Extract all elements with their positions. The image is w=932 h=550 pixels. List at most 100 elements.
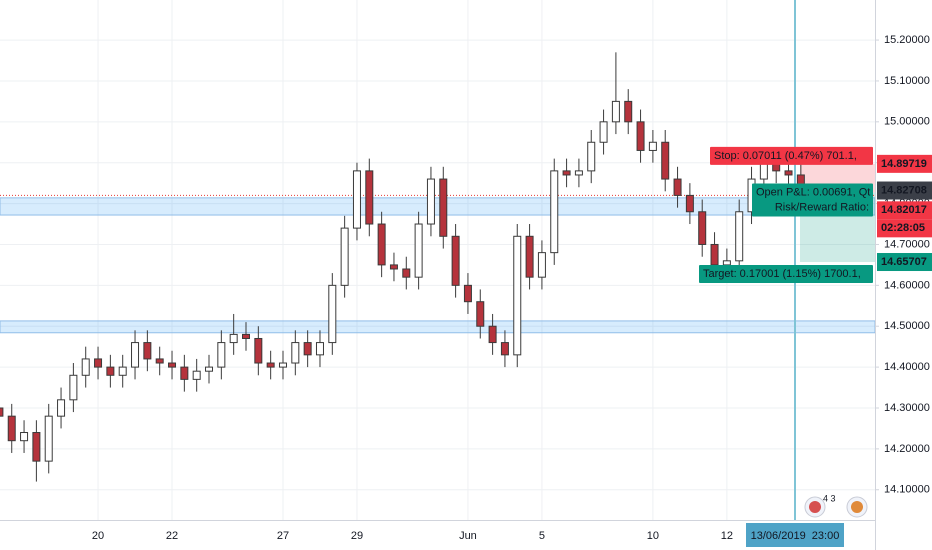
candle-body	[735, 211, 744, 262]
candle-body	[377, 223, 386, 266]
candle-body	[254, 337, 263, 364]
candle-body	[698, 211, 707, 245]
candle-body	[168, 362, 177, 368]
candle-body	[365, 170, 374, 225]
candle-body	[229, 333, 238, 344]
candle-body	[513, 235, 522, 356]
current-price-label: 14.82017	[881, 204, 927, 216]
candle-body	[69, 374, 78, 401]
event-flag	[809, 501, 821, 513]
event-flag	[851, 501, 863, 513]
current-price-label-box	[877, 201, 932, 220]
candle-body	[759, 162, 768, 180]
stop-price-label-box	[877, 154, 932, 173]
stop-label-box	[710, 146, 873, 165]
y-tick-label: 14.10000	[884, 484, 930, 496]
x-tick-label: 27	[277, 530, 289, 542]
candle-body	[500, 342, 509, 356]
entry-price-label: 14.82708	[881, 184, 927, 196]
candle-body	[624, 100, 633, 123]
x-tick-label: Jun	[459, 530, 477, 542]
candle-body	[685, 194, 694, 213]
candle-body	[242, 333, 250, 339]
candle-body	[278, 362, 287, 368]
candle-body	[550, 170, 559, 254]
candle-body	[488, 325, 497, 344]
countdown-label-box	[877, 219, 932, 238]
candle-body	[143, 342, 152, 360]
candle-body	[205, 366, 214, 372]
candle-body	[94, 358, 103, 368]
candle-body	[648, 141, 657, 151]
candle-body	[303, 342, 312, 356]
y-tick-label: 14.40000	[884, 361, 930, 373]
stop-price-label: 14.89719	[881, 158, 927, 170]
y-tick-label: 14.50000	[884, 320, 930, 332]
candle-body	[352, 170, 361, 229]
support-zone	[0, 197, 876, 216]
cursor-label-box	[746, 523, 844, 547]
candle-body	[426, 178, 435, 225]
entry-price-label-box	[877, 181, 932, 200]
candle-body	[463, 284, 472, 303]
candle-body	[131, 342, 140, 368]
candle-body	[118, 366, 127, 376]
target-price-label-box	[877, 253, 932, 272]
candle-body	[7, 415, 16, 442]
candle-body	[661, 141, 670, 180]
countdown-label: 02:28:05	[881, 222, 925, 234]
candle-body	[32, 432, 41, 462]
candle-body	[106, 366, 115, 376]
y-tick-label: 14.60000	[884, 279, 930, 291]
candle-body	[0, 407, 4, 417]
x-tick-label: 12	[721, 530, 733, 542]
candle-body	[611, 100, 620, 123]
candle-body	[81, 358, 90, 376]
cursor-label: 13/06/2019 23:00	[751, 530, 840, 542]
support-zone	[0, 320, 876, 334]
candle-body	[537, 252, 546, 278]
candle-body	[57, 399, 66, 417]
candle-body	[599, 121, 608, 143]
stop-label: Stop: 0.07011 (0.47%) 701.1,	[714, 150, 857, 162]
y-tick-label: 15.20000	[884, 34, 930, 46]
y-tick-label: 15.10000	[884, 75, 930, 87]
candle-body	[476, 301, 485, 327]
candle-body	[402, 268, 411, 278]
candle-body	[574, 170, 583, 176]
x-tick-label: 20	[92, 530, 104, 542]
candle-body	[439, 178, 448, 237]
candle-body	[340, 227, 349, 286]
candle-body	[266, 362, 275, 368]
x-tick-label: 22	[166, 530, 178, 542]
x-tick-label: 5	[539, 530, 545, 542]
candle-body	[673, 178, 682, 196]
candle-body	[414, 223, 423, 278]
candle-body	[180, 366, 189, 380]
candle-body	[217, 342, 226, 368]
x-tick-label: 29	[351, 530, 363, 542]
candle-body	[562, 170, 571, 176]
candle-body	[389, 264, 398, 270]
candle-body	[155, 358, 164, 364]
candle-body	[636, 121, 645, 151]
event-badge: 4 3	[823, 493, 836, 503]
candle-body	[784, 170, 793, 176]
pnl-label: Open P&L: 0.00691, Qt	[756, 186, 870, 198]
y-tick-label: 14.70000	[884, 238, 930, 250]
candle-body	[328, 284, 337, 344]
candle-body	[315, 342, 324, 356]
target-price-label: 14.65707	[881, 256, 927, 268]
rr-label-box	[752, 198, 873, 217]
candle-body	[587, 141, 596, 172]
candle-body	[525, 235, 534, 278]
x-tick-label: 10	[647, 530, 659, 542]
candle-body	[451, 235, 460, 286]
target-label: Target: 0.17001 (1.15%) 1700.1,	[703, 268, 861, 280]
y-tick-label: 15.00000	[884, 116, 930, 128]
rr-label: Risk/Reward Ratio:	[775, 201, 869, 213]
candle-body	[291, 342, 300, 364]
target-label-box	[699, 265, 873, 284]
y-tick-label: 14.20000	[884, 443, 930, 455]
